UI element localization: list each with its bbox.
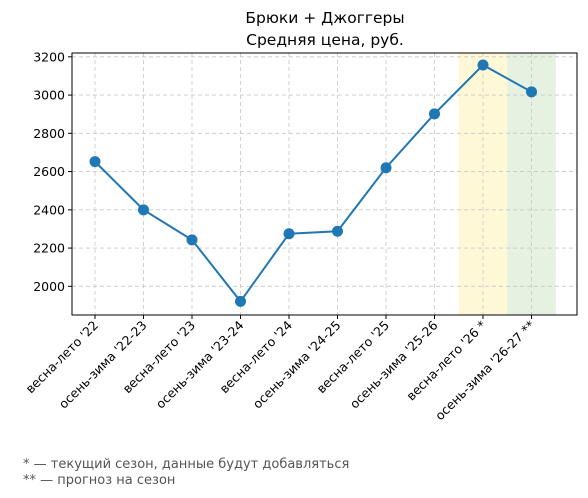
plot-frame xyxy=(71,52,578,316)
footnote-current-season: * — текущий сезон, данные будут добавлят… xyxy=(23,457,350,472)
data-point-9 xyxy=(526,86,537,98)
y-tick-label-3000: 3000 xyxy=(33,88,65,103)
data-point-6 xyxy=(380,162,392,174)
y-tick-label-2800: 2800 xyxy=(33,126,65,141)
data-point-7 xyxy=(429,108,440,120)
season-highlights xyxy=(458,53,556,315)
data-point-2 xyxy=(186,234,198,246)
data-point-4 xyxy=(283,228,295,240)
y-tick-label-2600: 2600 xyxy=(33,164,65,179)
data-point-3 xyxy=(235,295,246,307)
y-tick-label-2400: 2400 xyxy=(33,202,65,217)
grid-lines xyxy=(72,53,577,315)
footnote-forecast: ** — прогноз на сезон xyxy=(23,473,176,488)
y-tick-label-3200: 3200 xyxy=(33,49,65,64)
x-tick-label-1: осень-зима '22-23 xyxy=(56,318,150,412)
x-tick-label-9: осень-зима '26-27 ** xyxy=(432,318,538,424)
price-series xyxy=(89,59,537,307)
x-tick-label-3: осень-зима '23-24 xyxy=(153,317,247,411)
chart-title-line-2: Средняя цена, руб. xyxy=(246,31,404,49)
data-point-1 xyxy=(138,204,149,216)
y-tick-label-2200: 2200 xyxy=(33,241,65,256)
data-point-8 xyxy=(477,59,489,71)
chart-title-line-1: Брюки + Джоггеры xyxy=(245,9,404,27)
data-point-5 xyxy=(332,225,343,237)
series-line xyxy=(94,63,532,304)
data-point-0 xyxy=(89,156,101,168)
y-tick-label-2000: 2000 xyxy=(33,279,65,294)
x-tick-label-7: осень-зима '25-26 xyxy=(347,317,441,411)
chart-title: Брюки + Джоггеры Средняя цена, руб. xyxy=(245,9,404,49)
x-tick-label-5: осень-зима '24-25 xyxy=(250,318,344,412)
highlight-band-1 xyxy=(458,53,508,315)
